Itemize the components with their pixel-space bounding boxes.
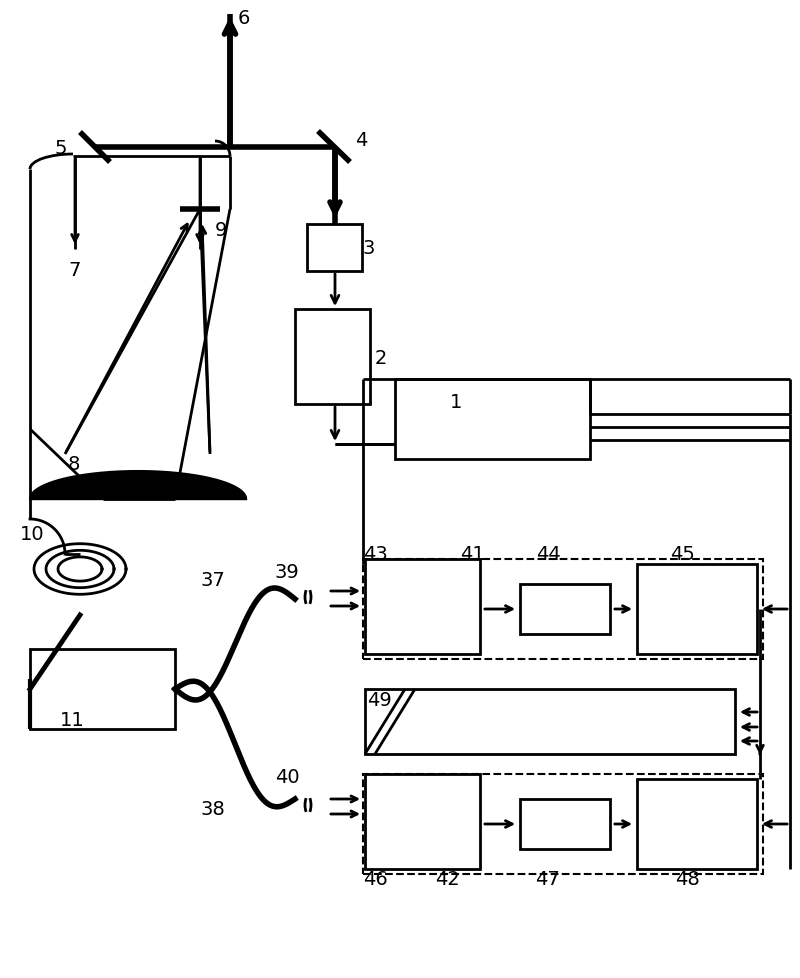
Bar [520,585,610,635]
Text: 48: 48 [675,869,700,889]
Text: 49: 49 [367,689,392,709]
Text: 8: 8 [68,455,80,474]
Text: 9: 9 [215,220,227,240]
Bar [637,564,757,654]
Text: 40: 40 [275,768,300,786]
Text: 41: 41 [460,545,485,564]
Text: 2: 2 [375,348,387,367]
Text: 37: 37 [200,570,225,589]
Text: 7: 7 [68,260,80,279]
Text: 3: 3 [363,239,375,257]
Text: 44: 44 [536,545,561,564]
Bar [365,689,735,754]
Text: 42: 42 [435,869,460,889]
Bar [520,799,610,849]
Text: 43: 43 [363,545,388,564]
Text: 38: 38 [200,800,225,819]
Bar [295,310,370,405]
Bar [637,779,757,869]
Text: 39: 39 [275,562,300,581]
Bar [395,379,590,460]
Bar [30,649,175,730]
Text: 5: 5 [55,138,67,157]
Text: 10: 10 [20,525,45,544]
Text: 4: 4 [355,130,367,150]
Bar [363,559,763,659]
Text: 11: 11 [60,710,85,729]
Bar [365,559,480,654]
Text: 1: 1 [450,392,462,411]
Bar [363,775,763,874]
Bar [365,775,480,869]
Bar [307,225,362,272]
Text: 45: 45 [670,545,695,564]
Text: 47: 47 [535,869,560,889]
Text: 6: 6 [238,9,250,27]
Text: 46: 46 [363,869,388,889]
